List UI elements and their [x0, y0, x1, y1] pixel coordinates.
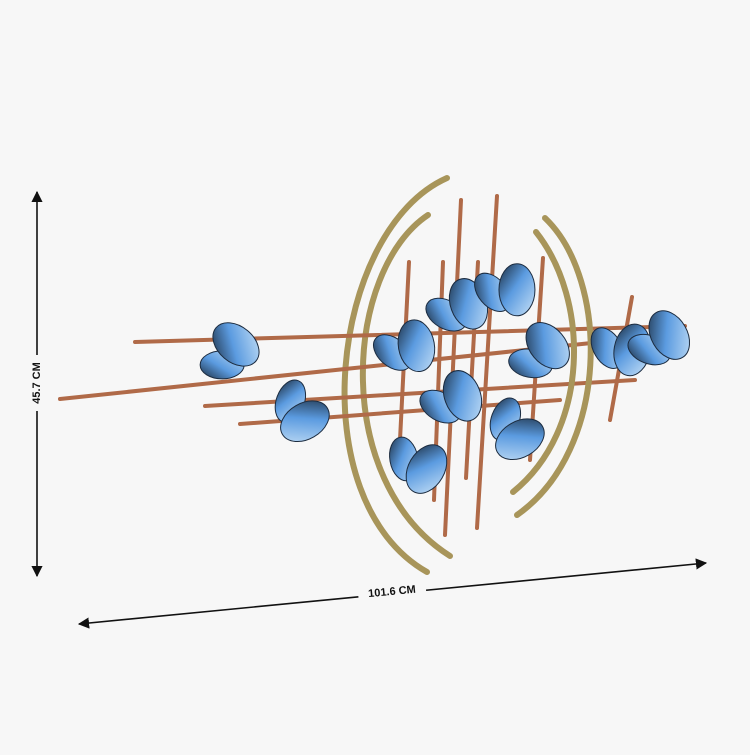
butterfly	[627, 310, 691, 366]
label-bg	[357, 579, 427, 603]
butterflies	[199, 263, 691, 494]
height-label: 45.7 CM	[31, 362, 43, 404]
butterfly	[274, 379, 330, 443]
butterfly	[389, 436, 448, 494]
wing	[280, 400, 330, 443]
wing	[495, 418, 545, 461]
wing	[212, 322, 260, 367]
butterfly	[474, 263, 536, 317]
butterfly	[419, 370, 483, 424]
butterfly	[489, 397, 545, 461]
wing	[442, 370, 483, 422]
butterfly	[199, 322, 260, 380]
butterfly	[508, 322, 570, 379]
wing	[648, 310, 691, 360]
wing	[525, 322, 570, 370]
wing	[397, 319, 436, 373]
butterfly	[373, 319, 436, 373]
wing	[498, 263, 536, 317]
label-bg	[30, 355, 44, 411]
wing	[405, 444, 448, 494]
width-label: 101.6 CM	[368, 584, 417, 601]
